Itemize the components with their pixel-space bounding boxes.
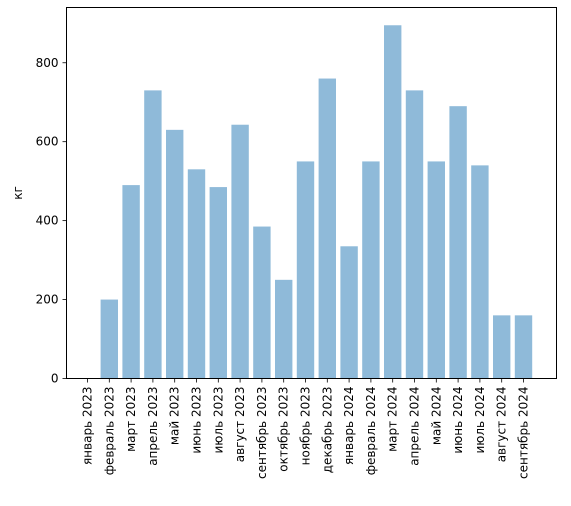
bar: [275, 279, 293, 379]
bar: [449, 106, 467, 379]
y-tick-label: 600: [36, 135, 59, 149]
x-tick-label: сентябрь 2024: [517, 387, 531, 479]
bar: [231, 124, 249, 379]
bar: [471, 165, 489, 379]
bar: [340, 246, 358, 379]
x-axis-ticks: январь 2023 февраль 2023 март 2023 апрель 2…: [81, 378, 531, 479]
x-tick-label: август 2024: [495, 387, 509, 463]
x-tick-label: январь 2023: [81, 387, 95, 466]
x-tick-label: апрель 2024: [408, 387, 422, 466]
y-tick-label: 200: [36, 293, 59, 307]
bar: [318, 78, 336, 379]
bar: [187, 169, 206, 379]
y-tick-label: 0: [51, 372, 59, 386]
bar: [144, 90, 162, 379]
x-tick-label: март 2023: [124, 387, 138, 452]
bar: [122, 185, 140, 379]
y-axis-ticks: 0 200 400 600 800: [36, 56, 67, 386]
x-tick-label: май 2024: [429, 387, 443, 446]
bar: [362, 161, 380, 379]
bar: [100, 299, 118, 379]
x-tick-label: август 2023: [233, 387, 247, 463]
x-tick-label: февраль 2024: [364, 387, 378, 476]
x-tick-label: апрель 2023: [146, 387, 160, 466]
x-tick-label: июнь 2023: [190, 387, 204, 454]
bar: [209, 187, 227, 379]
x-tick-label: февраль 2023: [102, 387, 116, 476]
y-tick-label: 400: [36, 214, 59, 228]
x-tick-label: май 2023: [168, 387, 182, 446]
x-tick-label: июль 2023: [211, 387, 225, 454]
x-tick-label: октябрь 2023: [277, 387, 291, 472]
bar: [493, 315, 511, 379]
x-tick-label: ноябрь 2023: [299, 387, 313, 466]
x-tick-label: март 2024: [386, 387, 400, 452]
x-tick-label: сентябрь 2023: [255, 387, 269, 479]
bars-group: [100, 25, 533, 379]
bar: [384, 25, 402, 379]
x-tick-label: июль 2024: [473, 387, 487, 454]
bar: [427, 161, 445, 379]
bar: [166, 129, 184, 379]
y-axis-label: кг: [11, 186, 25, 200]
bar: [405, 90, 424, 379]
bar: [253, 226, 271, 379]
bar: [296, 161, 315, 379]
bar: [514, 315, 533, 379]
x-tick-label: июнь 2024: [451, 386, 465, 453]
plot-frame: [66, 7, 557, 379]
x-tick-label: декабрь 2023: [320, 387, 334, 474]
y-tick-label: 800: [36, 56, 59, 70]
x-tick-label: январь 2024: [342, 387, 356, 466]
